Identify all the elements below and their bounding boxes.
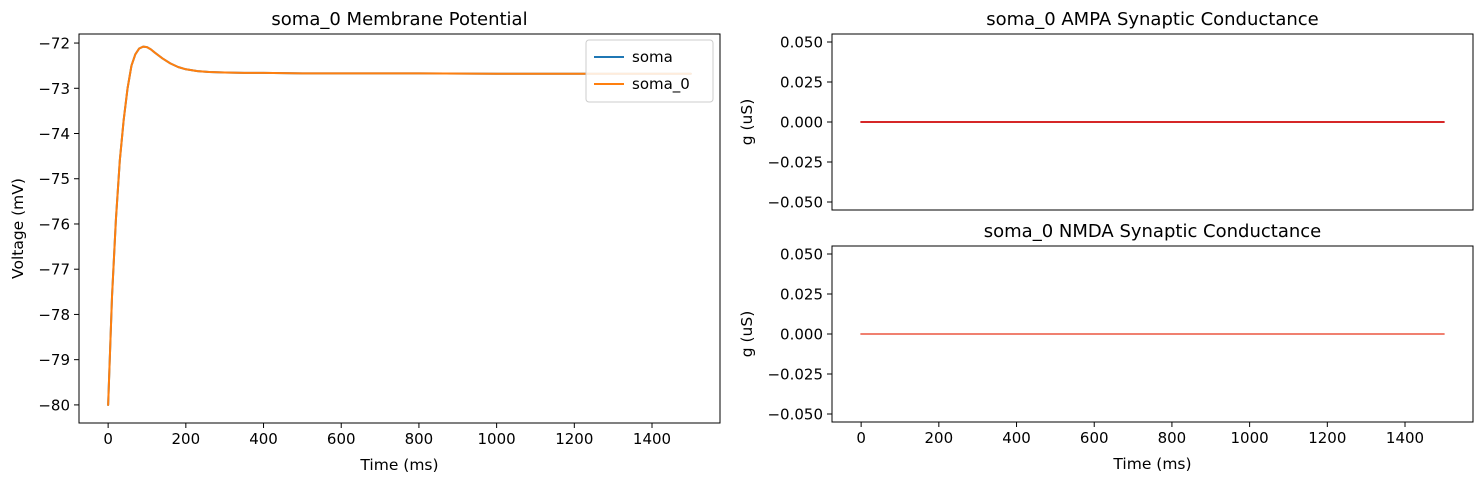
y-tick-label: −80 <box>38 396 70 414</box>
legend-label: soma <box>632 48 673 66</box>
x-tick-label: 200 <box>925 429 954 447</box>
nmda-conductance-chart: soma_0 NMDA Synaptic Conductance 0 200 400 6… <box>738 221 1474 473</box>
x-tick-label: 1000 <box>478 430 516 448</box>
x-tick-label: 600 <box>327 430 356 448</box>
series-line-soma-0 <box>107 45 692 406</box>
y-tick-label: −0.050 <box>767 194 823 212</box>
y-tick-label: −0.050 <box>767 406 823 424</box>
y-tick-label: −77 <box>38 261 70 279</box>
y-tick-label: 0.000 <box>780 114 823 132</box>
x-tick-label: 400 <box>249 430 278 448</box>
ampa-conductance-chart: soma_0 AMPA Synaptic Conductance 0.050 0.0… <box>738 9 1474 212</box>
y-tick-label: 0.050 <box>780 34 823 52</box>
x-tick-label: 0 <box>103 430 113 448</box>
axes-frame <box>78 33 721 424</box>
x-axis-label: Time (ms) <box>359 456 438 474</box>
x-tick-label: 800 <box>1158 429 1187 447</box>
chart-title: soma_0 AMPA Synaptic Conductance <box>986 9 1319 30</box>
chart-title: soma_0 NMDA Synaptic Conductance <box>984 221 1322 242</box>
y-tick-label: −74 <box>38 125 70 143</box>
y-tick-label: 0.050 <box>780 246 823 264</box>
y-axis-label: g (uS) <box>738 311 756 358</box>
y-tick-label: 0.025 <box>780 286 823 304</box>
x-tick-label: 0 <box>856 429 866 447</box>
y-tick-label: 0.025 <box>780 74 823 92</box>
y-tick-label: −78 <box>38 306 70 324</box>
axes-frame <box>831 33 1474 211</box>
y-tick-label: −79 <box>38 351 70 369</box>
x-tick-label: 800 <box>405 430 434 448</box>
y-tick-label: 0.000 <box>780 326 823 344</box>
y-tick-label: −73 <box>38 80 70 98</box>
y-tick-label: −0.025 <box>767 366 823 384</box>
x-tick-label: 1400 <box>633 430 671 448</box>
chart-title: soma_0 Membrane Potential <box>271 9 527 30</box>
x-tick-label: 1400 <box>1386 429 1424 447</box>
membrane-potential-chart: soma_0 Membrane Potential 0 200 400 600 800 10… <box>9 9 721 474</box>
legend-box <box>585 39 714 103</box>
x-tick-label: 1000 <box>1231 429 1269 447</box>
y-tick-label: −72 <box>38 35 70 53</box>
x-axis-label: Time (ms) <box>1112 455 1191 473</box>
y-tick-label: −0.025 <box>767 154 823 172</box>
plot-area <box>107 45 692 406</box>
x-tick-label: 1200 <box>1308 429 1346 447</box>
y-tick-label: −75 <box>38 170 70 188</box>
x-tick-label: 400 <box>1002 429 1031 447</box>
legend: soma soma_0 <box>585 39 714 103</box>
x-tick-label: 200 <box>172 430 201 448</box>
x-tick-label: 1200 <box>555 430 593 448</box>
y-tick-label: −76 <box>38 215 70 233</box>
y-axis-label: g (uS) <box>738 99 756 146</box>
legend-label: soma_0 <box>632 75 690 94</box>
y-axis-label: Voltage (mV) <box>9 178 27 279</box>
axes-frame <box>831 245 1474 423</box>
x-tick-label: 600 <box>1080 429 1109 447</box>
